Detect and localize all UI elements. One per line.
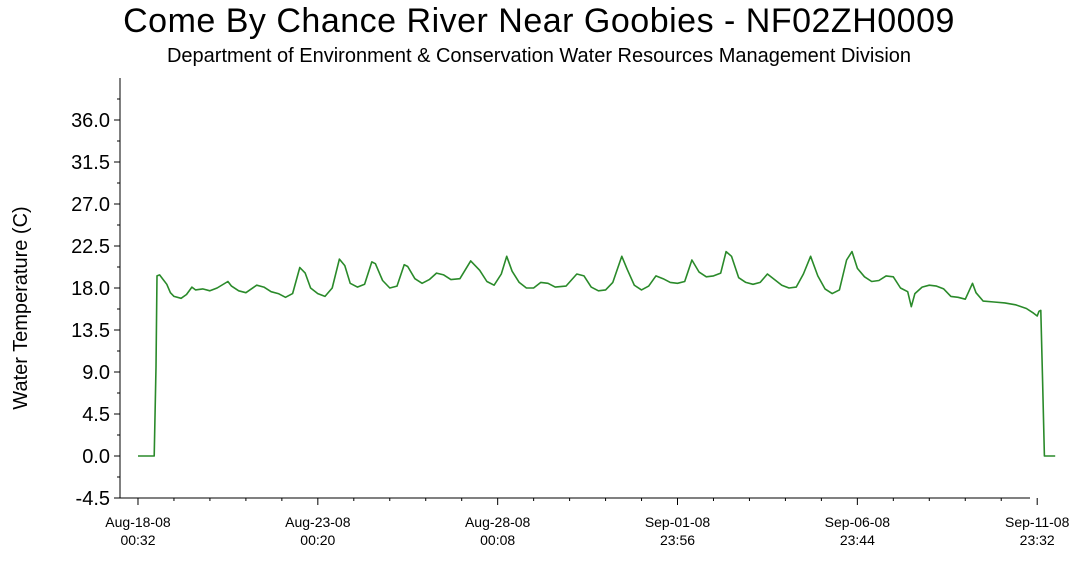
x-tick-label-time: 23:32 <box>1020 532 1055 548</box>
series-layer <box>138 250 1056 457</box>
y-tick-label: 18.0 <box>71 278 110 300</box>
x-tick-label-date: Sep-06-08 <box>825 514 891 530</box>
y-tick-label: 9.0 <box>82 362 110 384</box>
chart-title: Come By Chance River Near Goobies - NF02… <box>123 2 955 40</box>
y-axis-label: Water Temperature (C) <box>10 206 32 409</box>
series-line <box>138 250 1056 457</box>
x-tick-label-time: 00:08 <box>480 532 515 548</box>
x-tick-label-time: 23:56 <box>660 532 695 548</box>
axes <box>119 78 1030 499</box>
y-tick-label: 0.0 <box>82 446 110 468</box>
x-tick-label-date: Aug-28-08 <box>465 514 531 530</box>
x-tick-label-date: Sep-01-08 <box>645 514 711 530</box>
x-tick-label-date: Aug-18-08 <box>105 514 171 530</box>
x-tick-label-time: 23:44 <box>840 532 875 548</box>
y-tick-label: 13.5 <box>71 320 110 342</box>
x-tick-label-date: Sep-11-08 <box>1005 514 1070 530</box>
y-tick-label: -4.5 <box>76 488 110 510</box>
chart-subtitle: Department of Environment & Conservation… <box>166 45 912 67</box>
x-axis-ticks: Aug-18-08 00:32 Aug-23-08 00:20 Aug-28-08 00:… <box>105 498 1070 548</box>
y-tick-label: 27.0 <box>71 194 110 216</box>
y-tick-label: 22.5 <box>71 236 110 258</box>
y-tick-label: 36.0 <box>71 110 110 132</box>
x-tick-label-time: 00:20 <box>300 532 335 548</box>
x-tick-label-date: Aug-23-08 <box>285 514 351 530</box>
y-axis-ticks: -4.5 0.0 4.5 9.0 13.5 18.0 22.5 27.0 31.5 36.0 <box>71 98 120 510</box>
x-tick-label-time: 00:32 <box>120 532 155 548</box>
y-tick-label: 31.5 <box>71 152 110 174</box>
y-tick-label: 4.5 <box>82 404 110 426</box>
